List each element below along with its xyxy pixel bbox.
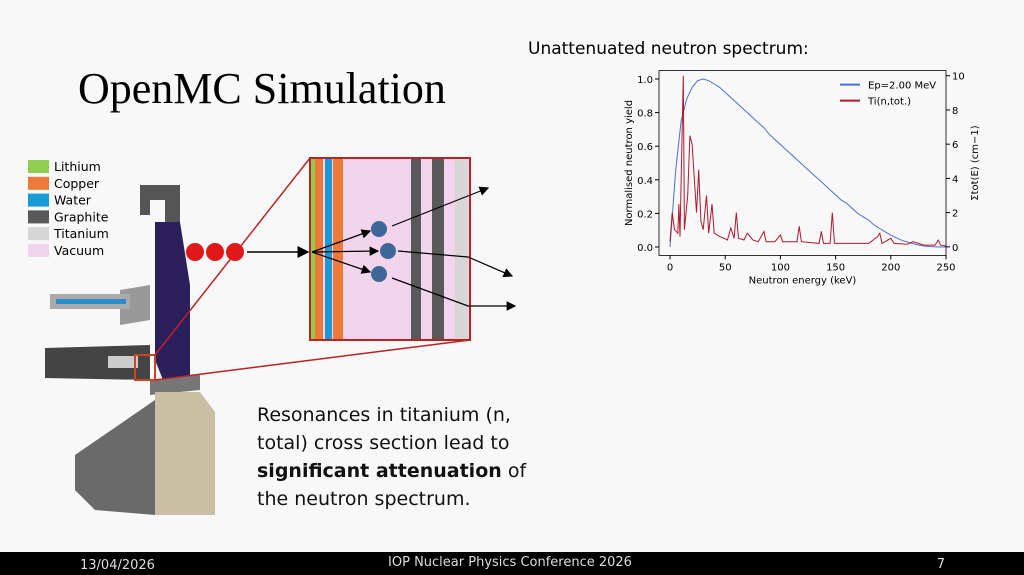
chart-caption: Unattenuated neutron spectrum: bbox=[528, 39, 809, 59]
x-tick-label: 50 bbox=[719, 262, 732, 273]
x-tick-label: 0 bbox=[667, 262, 673, 273]
legend-swatch bbox=[28, 176, 49, 190]
series-line bbox=[669, 75, 947, 247]
legend-label: Ti(n,tot.) bbox=[867, 97, 911, 108]
legend-label: Titanium bbox=[53, 226, 109, 241]
y-tick-label: 0.0 bbox=[637, 243, 653, 254]
x-tick-label: 100 bbox=[771, 262, 790, 273]
y2-tick-label: 6 bbox=[952, 140, 958, 151]
footer-page: 7 bbox=[937, 557, 945, 572]
x-axis-label: Neutron energy (keV) bbox=[749, 275, 857, 286]
y-tick-label: 1.0 bbox=[637, 75, 653, 86]
body-part: Resonances in titanium (n, total) cross … bbox=[257, 404, 511, 454]
y2-tick-label: 2 bbox=[952, 209, 958, 220]
x-tick-label: 250 bbox=[936, 262, 955, 273]
x-tick-label: 150 bbox=[826, 262, 845, 273]
footer-bar bbox=[0, 552, 1024, 575]
legend-swatch bbox=[28, 210, 49, 224]
y-tick-label: 0.8 bbox=[637, 109, 653, 120]
legend-label: Graphite bbox=[54, 209, 109, 224]
legend-label: Water bbox=[54, 193, 92, 208]
slide-title: OpenMC Simulation bbox=[78, 64, 446, 113]
legend-label: Copper bbox=[54, 176, 100, 191]
body-text: Resonances in titanium (n, total) cross … bbox=[257, 401, 547, 513]
legend-label: Vacuum bbox=[54, 243, 104, 258]
y2-tick-label: 0 bbox=[952, 243, 958, 254]
y-tick-label: 0.6 bbox=[637, 142, 653, 153]
legend-label: Ep=2.00 MeV bbox=[868, 81, 936, 92]
body-part: of the neutron spectrum. bbox=[257, 460, 527, 510]
series-line bbox=[669, 78, 946, 248]
y2-tick-label: 8 bbox=[952, 106, 958, 117]
apparatus bbox=[45, 157, 471, 515]
legend-label: Lithium bbox=[54, 159, 101, 174]
y2-axis-label: Σtot(E) (cm−1) bbox=[970, 125, 981, 200]
legend-swatch bbox=[28, 227, 49, 241]
x-tick-label: 200 bbox=[881, 262, 900, 273]
body-bold: significant attenuation bbox=[257, 460, 502, 482]
legend-swatch bbox=[28, 244, 49, 257]
y2-tick-label: 10 bbox=[952, 72, 965, 83]
y-axis-label: Normalised neutron yield bbox=[624, 100, 635, 226]
plot-frame bbox=[658, 70, 947, 256]
footer-date: 13/04/2026 bbox=[80, 558, 155, 573]
y-tick-label: 0.4 bbox=[637, 176, 653, 187]
legend-swatch bbox=[28, 160, 49, 173]
footer-conference: IOP Nuclear Physics Conference 2026 bbox=[388, 555, 632, 570]
y2-tick-label: 4 bbox=[952, 174, 958, 185]
y-tick-label: 0.2 bbox=[637, 209, 653, 220]
legend-swatch bbox=[28, 193, 49, 207]
zoom-diagram bbox=[186, 157, 517, 341]
